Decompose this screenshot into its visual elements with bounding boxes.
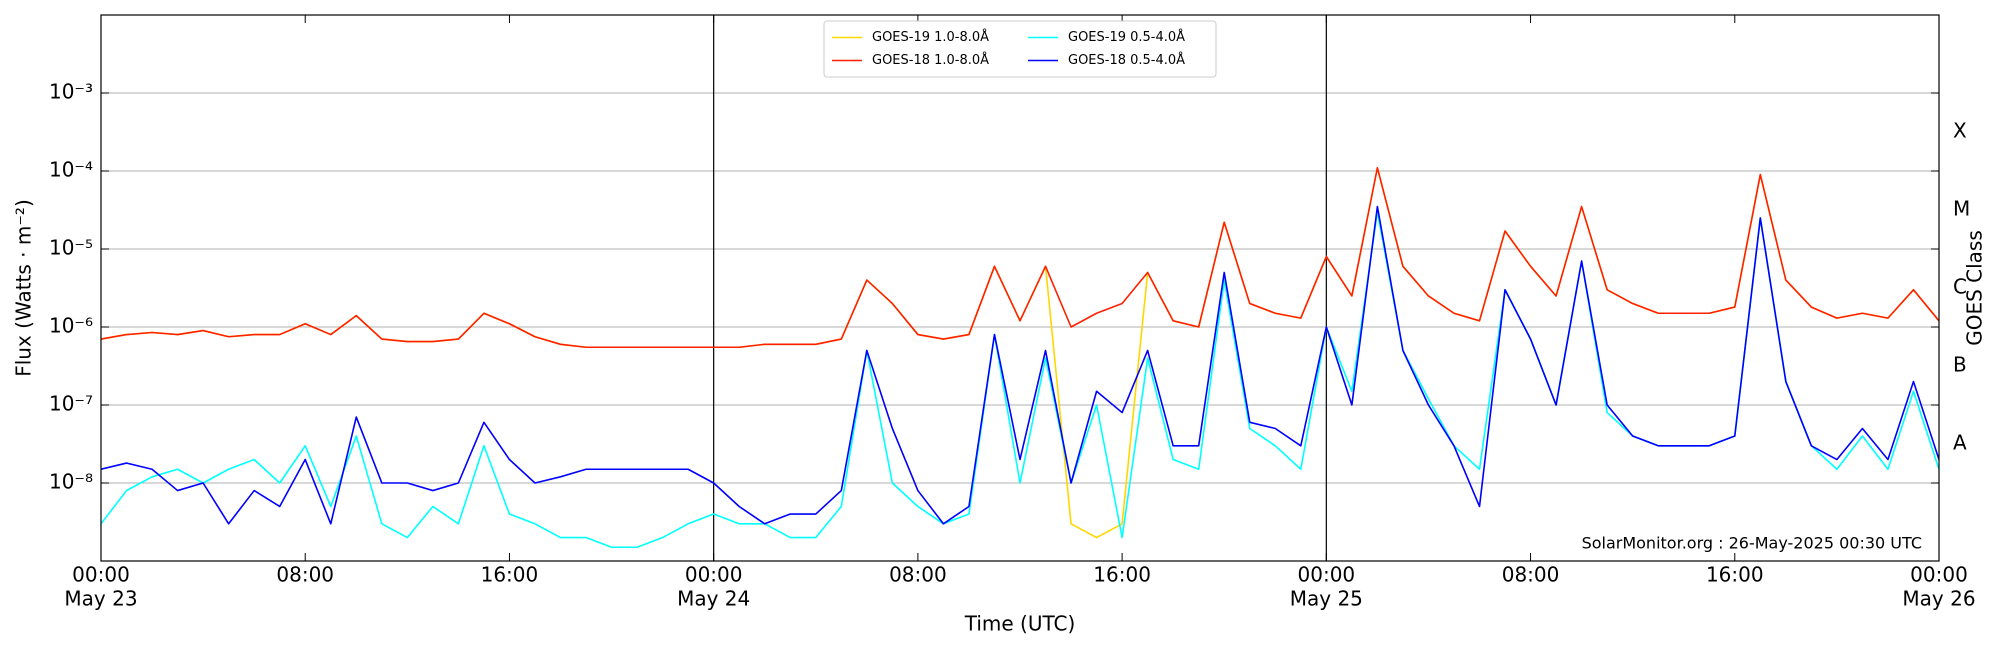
x-tick-date: May 26 bbox=[1902, 587, 1975, 611]
legend-label: GOES-19 0.5-4.0Å bbox=[1068, 29, 1185, 45]
series-line bbox=[101, 205, 1939, 525]
plot-frame bbox=[100, 14, 1940, 562]
grid bbox=[101, 15, 1939, 561]
legend-label: GOES-18 1.0-8.0Å bbox=[872, 52, 989, 68]
x-tick-date: May 23 bbox=[64, 587, 137, 611]
plot-lines bbox=[101, 166, 1939, 549]
x-tick-label: 16:00 bbox=[1093, 563, 1151, 587]
x-tick-label: 08:00 bbox=[889, 563, 947, 587]
y-tick-label: 10⁻⁵ bbox=[49, 236, 93, 260]
annotation: SolarMonitor.org : 26-May-2025 00:30 UTC bbox=[1582, 534, 1922, 553]
goes-class-label: B bbox=[1953, 353, 1967, 377]
goes-class-label: C bbox=[1953, 275, 1967, 299]
x-tick-label: 08:00 bbox=[1502, 563, 1560, 587]
y-axis-label: Flux (Watts · m⁻²) bbox=[12, 199, 36, 377]
x-tick-label: 00:00 bbox=[1298, 563, 1356, 587]
series-line bbox=[101, 166, 1939, 349]
x-tick-label: 16:00 bbox=[1706, 563, 1764, 587]
legend-box bbox=[823, 20, 1217, 78]
legend: GOES-19 1.0-8.0Å GOES-18 1.0-8.0Å GOES-19 … bbox=[823, 20, 1217, 78]
y-tick-label: 10⁻⁸ bbox=[49, 470, 93, 494]
legend-label: GOES-19 1.0-8.0Å bbox=[872, 29, 989, 45]
y2-axis-label: GOES Class bbox=[1963, 230, 1987, 346]
x-tick-label: 00:00 bbox=[685, 563, 743, 587]
y-tick-label: 10⁻⁶ bbox=[49, 314, 93, 338]
goes-class-label: M bbox=[1953, 197, 1970, 221]
goes-class-label: A bbox=[1953, 431, 1967, 455]
x-tick-label: 16:00 bbox=[481, 563, 539, 587]
goes-class-label: X bbox=[1953, 119, 1967, 143]
y-tick-label: 10⁻³ bbox=[49, 80, 93, 104]
x-axis-label: Time (UTC) bbox=[964, 612, 1076, 636]
legend-label: GOES-18 0.5-4.0Å bbox=[1068, 52, 1185, 68]
x-tick-label: 00:00 bbox=[1910, 563, 1968, 587]
x-tick-label: 00:00 bbox=[72, 563, 130, 587]
y-tick-label: 10⁻⁴ bbox=[49, 158, 93, 182]
x-tick-date: May 24 bbox=[677, 587, 750, 611]
x-tick-label: 08:00 bbox=[276, 563, 334, 587]
series-line bbox=[101, 210, 1939, 549]
x-tick-date: May 25 bbox=[1290, 587, 1363, 611]
y-tick-label: 10⁻⁷ bbox=[49, 392, 93, 416]
